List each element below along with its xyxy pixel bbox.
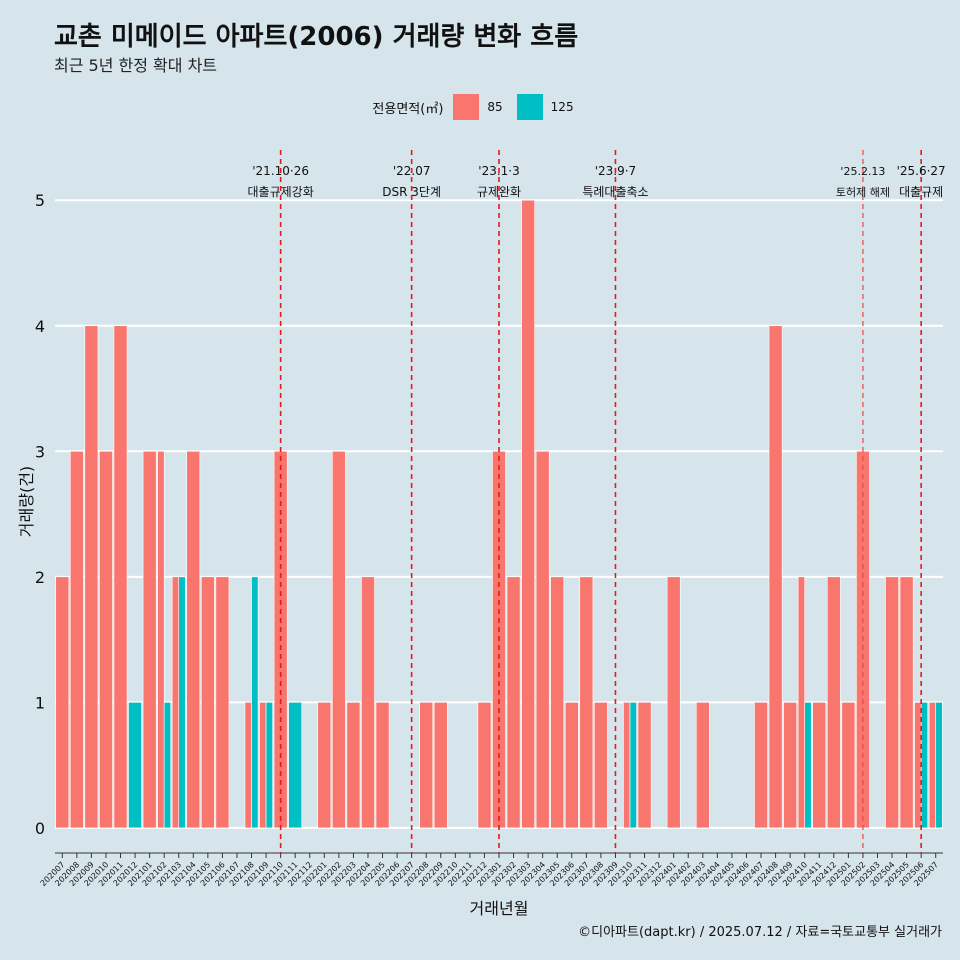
bar-85-202308 xyxy=(594,702,608,829)
event-label-0: 대출규제강화 xyxy=(248,185,314,199)
legend-title: 전용면적(㎡) xyxy=(372,101,444,117)
y-tick-label: 0 xyxy=(35,819,45,838)
bar-125-202507 xyxy=(935,702,943,829)
bar-85-202212 xyxy=(477,702,492,829)
bar-85-202408 xyxy=(768,325,783,829)
y-tick-label: 1 xyxy=(35,693,45,712)
bar-125-202506 xyxy=(920,702,929,829)
legend: 전용면적(㎡) 85 125 xyxy=(0,94,960,120)
bar-85-202104 xyxy=(186,450,201,829)
y-tick-label: 5 xyxy=(35,191,45,210)
bar-125-202103 xyxy=(178,576,186,829)
y-tick-label: 3 xyxy=(35,442,45,461)
bar-85-202310 xyxy=(623,702,631,829)
event-date-5: '25.6·27 xyxy=(897,164,946,178)
bar-85-202303 xyxy=(521,199,535,829)
bar-85-202209 xyxy=(433,702,448,829)
bar-125-202108 xyxy=(251,576,259,829)
event-date-3: '23.9·7 xyxy=(595,164,636,178)
bar-85-202202 xyxy=(332,450,346,829)
event-label-2: 규제완화 xyxy=(477,185,521,199)
bar-85-202102 xyxy=(157,450,165,829)
bar-85-202306 xyxy=(564,702,579,829)
bar-85-202411 xyxy=(812,702,827,829)
x-axis-title: 거래년월 xyxy=(470,899,529,918)
bar-85-202106 xyxy=(215,576,230,829)
bar-85-202403 xyxy=(695,702,710,829)
bar-85-202109 xyxy=(259,702,267,829)
bar-85-202007 xyxy=(55,576,70,829)
bar-125-202109 xyxy=(265,702,273,829)
bar-85-202103 xyxy=(171,576,180,829)
bar-125-202111 xyxy=(288,702,303,829)
bar-85-202101 xyxy=(142,450,157,829)
bar-85-202204 xyxy=(361,576,375,829)
bar-85-202011 xyxy=(113,325,128,829)
chart-title: 교촌 미메이드 아파트(2006) 거래량 변화 흐름 xyxy=(54,22,579,52)
bar-85-202305 xyxy=(550,576,565,829)
y-tick-label: 4 xyxy=(35,317,45,336)
caption: ©디아파트(dapt.kr) / 2025.07.12 / 자료=국토교통부 실… xyxy=(578,925,942,940)
event-label-4: 토허제 해제 xyxy=(836,185,890,199)
bar-85-202205 xyxy=(375,702,390,829)
bar-85-202108 xyxy=(244,702,252,829)
event-date-2: '23.1·3 xyxy=(478,164,519,178)
legend-swatch-85 xyxy=(453,94,480,120)
bar-125-202310 xyxy=(629,702,637,829)
bar-85-202203 xyxy=(346,702,361,829)
bar-85-202304 xyxy=(535,450,550,829)
bar-85-202506 xyxy=(914,702,922,829)
event-date-4: '25.2.13 xyxy=(840,165,885,178)
bar-85-202307 xyxy=(579,576,594,829)
bar-85-202412 xyxy=(826,576,841,829)
chart-subtitle: 최근 5년 한정 확대 차트 xyxy=(54,56,218,75)
bar-85-202409 xyxy=(783,702,797,829)
event-label-5: 대출규제 xyxy=(899,185,943,199)
bar-85-202401 xyxy=(666,576,681,829)
bar-85-202008 xyxy=(69,450,84,829)
event-date-1: '22.07 xyxy=(393,164,431,178)
y-tick-label: 2 xyxy=(35,568,45,587)
event-label-3: 특례대출축소 xyxy=(582,185,648,199)
bar-85-202311 xyxy=(637,702,652,829)
bar-125-202012 xyxy=(128,702,142,829)
bar-85-202009 xyxy=(84,325,99,829)
event-label-1: DSR 3단계 xyxy=(382,185,441,199)
bar-125-202410 xyxy=(804,702,812,829)
bar-85-202501 xyxy=(841,702,856,829)
bar-85-202302 xyxy=(506,576,521,829)
bar-85-202201 xyxy=(317,702,332,829)
bar-85-202208 xyxy=(419,702,434,829)
bar-85-202407 xyxy=(754,702,768,829)
bar-85-202105 xyxy=(201,576,215,829)
bar-85-202410 xyxy=(797,576,806,829)
bar-85-202505 xyxy=(899,576,914,829)
legend-label-125: 125 xyxy=(550,100,574,114)
legend-swatch-125 xyxy=(516,94,543,120)
bar-125-202102 xyxy=(163,702,172,829)
bar-85-202504 xyxy=(885,576,899,829)
bar-85-202010 xyxy=(99,450,113,829)
bar-85-202507 xyxy=(928,702,937,829)
y-axis-title: 거래량(건) xyxy=(17,466,36,537)
legend-label-85: 85 xyxy=(487,100,503,114)
event-date-0: '21.10·26 xyxy=(252,164,309,178)
